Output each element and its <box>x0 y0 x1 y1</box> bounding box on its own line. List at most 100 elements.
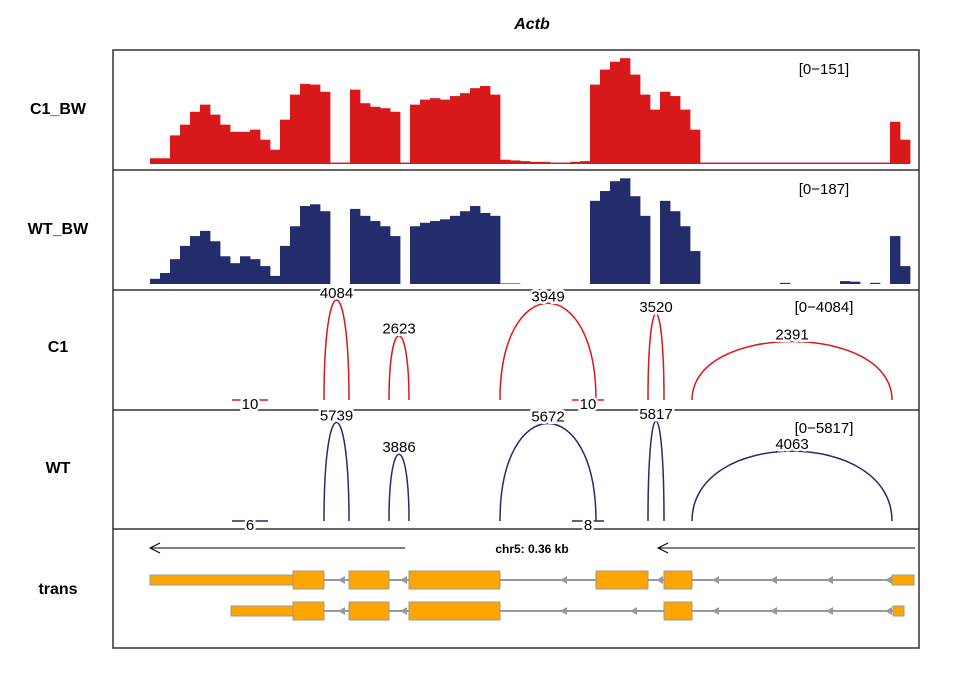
strand-arrow <box>630 607 637 615</box>
gene-model <box>149 570 915 621</box>
junction-count: 3949 <box>531 288 564 305</box>
coverage-bar <box>480 212 491 284</box>
coverage-bar <box>240 256 251 284</box>
range-label: [0−4084] <box>795 299 854 316</box>
coverage-bar <box>500 159 511 164</box>
coverage-bar <box>200 230 211 284</box>
junction-arc <box>647 313 665 401</box>
exon <box>408 601 501 621</box>
coverage-bar <box>350 89 361 164</box>
coverage-bar <box>600 191 611 284</box>
strand-arrow <box>338 576 345 584</box>
coverage-bar <box>390 236 401 284</box>
coverage-bar <box>600 69 611 164</box>
coverage-bar <box>840 281 851 284</box>
coverage-bar <box>410 226 421 284</box>
junction-count: 5817 <box>639 406 672 423</box>
junction-arc <box>647 420 665 522</box>
coverage-bar <box>720 162 731 164</box>
coverage-bar <box>280 245 291 284</box>
coverage-bar <box>300 206 311 284</box>
coverage-bar <box>690 129 701 164</box>
coverage-bar <box>520 161 531 164</box>
coverage-bar <box>310 204 321 284</box>
coverage-bar <box>880 162 891 164</box>
coverage-bar <box>250 259 261 284</box>
strand-arrow <box>885 576 892 584</box>
coverage-bar <box>510 283 521 284</box>
coverage-bar <box>890 236 901 284</box>
coverage-bar <box>570 161 581 164</box>
coverage-bar <box>690 251 701 284</box>
coverage-bar <box>540 161 551 164</box>
coverage-bar <box>380 226 391 284</box>
junction-arc <box>691 340 893 401</box>
junction-count: 8 <box>584 517 592 534</box>
exon <box>292 601 325 621</box>
junction-count: 2391 <box>775 326 808 343</box>
coverage-bar <box>210 114 221 164</box>
strand-arrow <box>712 576 719 584</box>
panel-frame <box>112 49 920 649</box>
exon <box>348 601 390 621</box>
coverage-bar <box>750 162 761 164</box>
coverage-bar <box>370 221 381 284</box>
coverage-bar <box>440 219 451 284</box>
strand-arrow <box>656 576 663 584</box>
coverage-bar <box>670 211 681 284</box>
coverage-bar <box>580 161 591 164</box>
coverage-bar <box>190 236 201 284</box>
coverage-bar <box>350 208 361 284</box>
strand-arrow <box>400 576 407 584</box>
exon <box>595 570 649 590</box>
coverage-bar <box>270 275 281 284</box>
coverage-bar <box>460 211 471 284</box>
coverage-bar <box>660 200 671 284</box>
coverage-bar <box>810 162 821 164</box>
coverage-bar <box>360 103 371 164</box>
coverage-bar <box>170 135 181 164</box>
coverage-bar <box>380 108 391 164</box>
coverage-bar <box>480 86 491 164</box>
junction-arc <box>323 299 350 401</box>
coverage-bar <box>560 162 571 164</box>
junction-count: 5739 <box>320 407 353 424</box>
coverage-bar <box>220 256 231 284</box>
track-separators <box>113 169 919 530</box>
exon <box>292 570 325 590</box>
track-label: WT <box>46 460 71 477</box>
scale-bar <box>148 542 915 554</box>
track-label: C1 <box>48 339 69 356</box>
range-label: [0−187] <box>799 181 849 198</box>
coverage-bar <box>850 162 861 164</box>
junction-arc <box>499 423 597 522</box>
coverage-bar <box>190 111 201 164</box>
coverage-bar <box>800 162 811 164</box>
junction-count: 6 <box>246 517 254 534</box>
coverage-bar <box>430 221 441 284</box>
coverage-bar <box>290 94 301 164</box>
strand-arrow <box>770 607 777 615</box>
coverage-bar <box>440 99 451 164</box>
coverage-bar <box>780 162 791 164</box>
coverage-bar <box>370 106 381 164</box>
junction-count: 10 <box>242 396 259 413</box>
coverage-bar <box>160 273 171 284</box>
coverage-bar <box>280 119 291 164</box>
strand-arrow <box>338 607 345 615</box>
coverage-bar <box>660 91 671 164</box>
coverage-bar <box>470 88 481 164</box>
coverage-bar <box>620 58 631 165</box>
coverage-bar <box>490 94 501 164</box>
coverage-bar <box>640 94 651 164</box>
track-label: C1_BW <box>30 101 87 118</box>
strand-arrow <box>885 607 892 615</box>
coverage-bar <box>680 226 691 284</box>
coverage-bar <box>260 139 271 164</box>
coverage-bar <box>650 109 661 164</box>
coverage-bar <box>890 121 901 164</box>
exon <box>663 570 693 590</box>
coverage-bar <box>400 162 411 164</box>
coverage-bar <box>900 266 911 284</box>
